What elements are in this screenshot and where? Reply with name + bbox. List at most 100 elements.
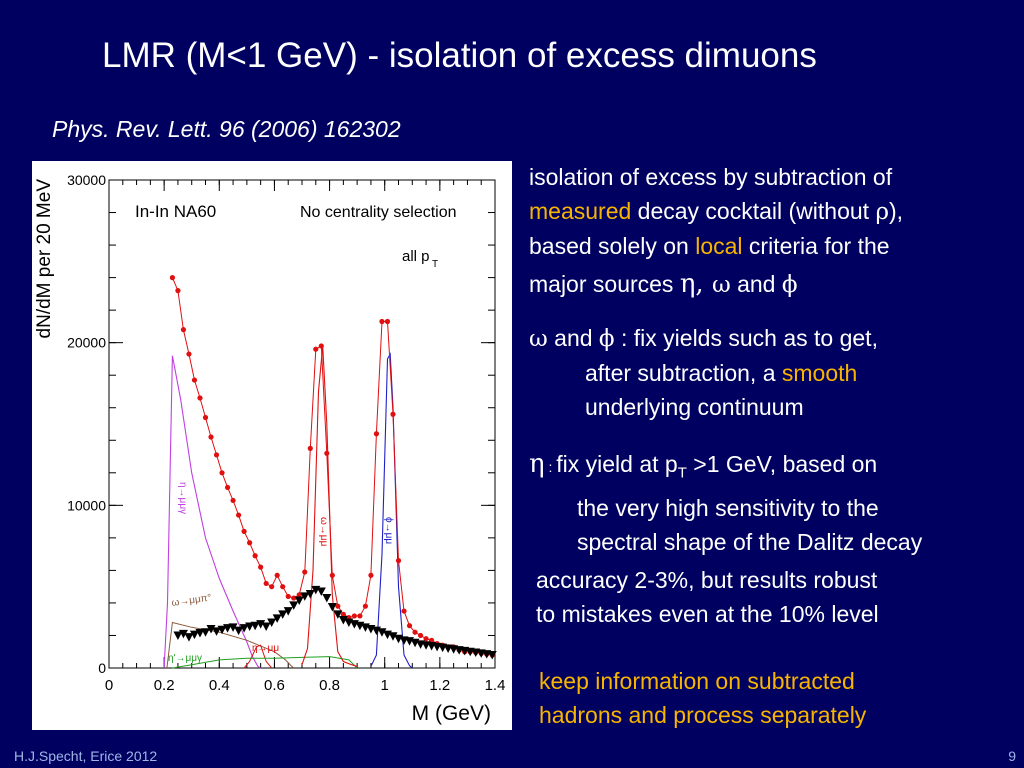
- data-point: [197, 395, 203, 401]
- highlight-smooth: smooth: [781, 360, 858, 386]
- data-point: [368, 572, 374, 578]
- excess-marker: [327, 603, 337, 612]
- eta-symbol: η: [529, 449, 545, 479]
- annotation-pt-sub: T: [432, 259, 438, 270]
- bullet-isolation-line1: isolation of excess by subtraction of: [529, 164, 893, 190]
- excess-marker: [173, 631, 183, 640]
- excess-marker: [178, 629, 188, 639]
- bullet-eta: η : fix yield at pT >1 GeV, based on the…: [529, 447, 922, 559]
- text-span: and: [547, 325, 599, 351]
- excess-marker: [201, 628, 210, 637]
- x-axis-label: M (GeV): [412, 702, 491, 725]
- y-tick-label: 20000: [67, 335, 106, 351]
- data-point: [186, 351, 192, 357]
- reference-citation: Phys. Rev. Lett. 96 (2006) 162302: [52, 116, 401, 142]
- annotation-pt: all p: [402, 248, 430, 265]
- eta-symbol: η: [679, 269, 696, 299]
- bullet-omega-phi-line3: underlying continuum: [585, 394, 804, 420]
- excess-marker: [256, 620, 266, 629]
- data-point: [280, 584, 286, 590]
- excess-marker: [300, 592, 310, 601]
- text-span: after subtraction, a: [585, 360, 782, 386]
- data-point: [291, 595, 297, 601]
- data-point: [329, 572, 335, 578]
- bullet-eta-line2: the very high sensitivity to the: [577, 494, 879, 521]
- label-omega-dalitz: ω→μμπ°: [171, 592, 212, 608]
- x-tick-label: 1: [381, 677, 389, 694]
- data-point: [247, 540, 253, 546]
- data-point: [208, 434, 214, 440]
- excess-marker: [305, 589, 315, 599]
- text-span: :: [614, 325, 634, 351]
- label-eta-mumu: η→μμ: [252, 643, 279, 654]
- label-omega: ω→μμ: [318, 517, 329, 547]
- data-point: [169, 275, 176, 281]
- annotation-selection: No centrality selection: [300, 204, 457, 221]
- excess-marker: [322, 594, 332, 603]
- bullet-accuracy-line2: to mistakes even at the 10% level: [536, 601, 879, 627]
- y-axis-label: dN/dM per 20 MeV: [34, 179, 55, 339]
- data-point: [340, 611, 346, 617]
- data-point: [224, 484, 231, 491]
- data-point: [357, 613, 363, 619]
- text-span: decay cocktail (without: [631, 198, 876, 224]
- text-span: fix yields such as to get,: [633, 325, 878, 351]
- excess-marker: [377, 628, 387, 637]
- bullet-eta-line3: spectral shape of the Dalitz decay: [577, 528, 923, 555]
- text-span: fix yield at p: [556, 451, 678, 477]
- excess-marker: [316, 587, 326, 597]
- data-point: [318, 343, 324, 349]
- data-point: [384, 318, 391, 325]
- data-point: [191, 377, 198, 383]
- omega-symbol: ω: [711, 272, 731, 298]
- data-point: [335, 603, 341, 609]
- excess-marker: [212, 627, 222, 636]
- highlight-measured: measured: [529, 198, 632, 224]
- data-point: [423, 636, 429, 642]
- excess-marker: [189, 630, 199, 640]
- excess-marker: [294, 596, 304, 605]
- x-tick-label: 1.4: [485, 677, 506, 694]
- data-point: [296, 592, 302, 598]
- omega-dalitz-curve: [166, 621, 295, 669]
- bullet-eta-line1: η : fix yield at pT >1 GeV, based on: [529, 447, 922, 491]
- data-point: [351, 613, 357, 619]
- text-span: based solely on: [529, 233, 696, 259]
- bullet-keep-info-line1: keep information on subtracted: [539, 668, 855, 694]
- data-point: [406, 623, 413, 629]
- data-point: [202, 414, 209, 421]
- rho-symbol: ρ: [875, 199, 889, 225]
- excess-marker: [261, 622, 271, 632]
- dimuon-mass-spectrum-chart: 0 0.2 0.4 0.6 0.8 1 1.2 1.4 0 10000 20000 30000 M (G…: [32, 161, 512, 730]
- bullet-isolation-line2: measured decay cocktail (without ρ),: [529, 194, 903, 229]
- data-point: [252, 553, 258, 559]
- bullet-omega-phi-line2: after subtraction, a smooth: [529, 356, 878, 390]
- data-point: [324, 450, 330, 456]
- bullet-accuracy: accuracy 2-3%, but results robust to mis…: [536, 563, 879, 631]
- excess-marker: [283, 607, 293, 616]
- eta-mumu-curve: [243, 644, 273, 669]
- excess-marker: [333, 610, 343, 619]
- excess-marker: [217, 625, 227, 635]
- excess-marker: [250, 621, 260, 631]
- x-tick-label: 0.8: [319, 677, 340, 694]
- data-point: [412, 629, 418, 635]
- x-tick-label: 1.2: [429, 677, 450, 694]
- excess-marker: [234, 626, 244, 636]
- excess-marker: [206, 624, 216, 634]
- excess-marker: [289, 601, 299, 610]
- bullet-isolation-line4: major sources η, ω and ϕ: [529, 267, 903, 302]
- excess-marker: [338, 616, 348, 625]
- text-span: :: [544, 459, 557, 475]
- data-point: [395, 558, 402, 564]
- bullet-isolation: isolation of excess by subtraction of me…: [529, 160, 903, 302]
- text-span: major sources: [529, 271, 680, 297]
- data-point: [302, 569, 308, 575]
- excess-marker: [223, 624, 233, 633]
- annotation-system: In-In NA60: [135, 202, 216, 221]
- x-tick-label: 0.6: [264, 677, 285, 694]
- data-point: [269, 584, 275, 590]
- omega-symbol: ω: [529, 326, 548, 352]
- data-point: [313, 346, 319, 352]
- phi-symbol: ϕ: [781, 272, 798, 298]
